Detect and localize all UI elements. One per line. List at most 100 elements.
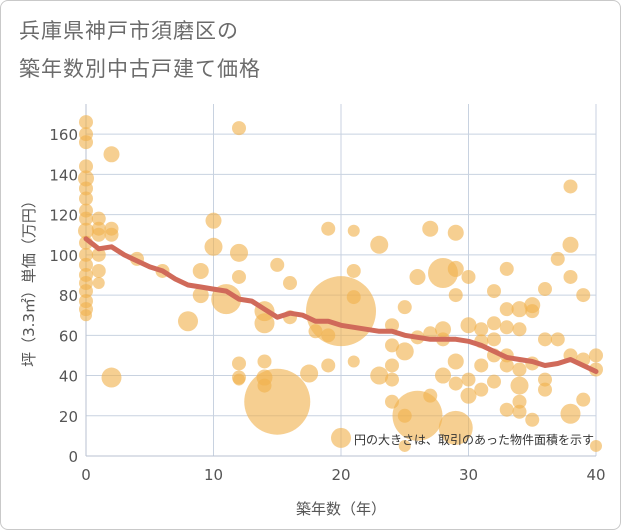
data-bubble <box>283 276 297 291</box>
data-bubble <box>562 236 579 253</box>
data-bubble <box>448 376 463 391</box>
data-bubble <box>589 348 603 363</box>
data-bubble <box>538 382 552 397</box>
data-bubble <box>538 372 552 387</box>
x-tick-label: 30 <box>459 466 478 484</box>
data-bubble <box>461 269 476 284</box>
data-bubble <box>409 268 426 285</box>
data-bubble <box>461 372 476 387</box>
y-tick-label: 20 <box>59 408 78 426</box>
data-bubble <box>385 372 399 387</box>
data-bubble <box>550 251 565 266</box>
data-bubble <box>499 402 514 417</box>
data-bubble <box>474 322 489 337</box>
data-bubble <box>331 427 351 448</box>
y-tick-label: 60 <box>59 327 78 345</box>
data-bubble <box>385 318 399 333</box>
data-bubble <box>91 263 106 278</box>
data-bubble <box>79 247 93 262</box>
data-bubble <box>550 332 565 347</box>
data-bubble <box>79 211 93 226</box>
y-tick-label: 80 <box>59 287 78 305</box>
data-bubble <box>254 313 275 334</box>
data-bubble <box>347 355 360 368</box>
data-bubble <box>370 235 389 254</box>
data-bubble <box>91 247 106 262</box>
size-note: 円の大きさは、取引のあった物件面積を示す <box>354 432 594 447</box>
data-bubble <box>447 353 464 370</box>
data-bubble <box>538 332 552 347</box>
data-bubble <box>460 317 477 334</box>
data-bubble <box>474 358 489 373</box>
data-bubble <box>346 290 361 305</box>
data-bubble <box>512 394 527 409</box>
data-bubble <box>230 243 248 262</box>
data-bubble <box>178 311 198 332</box>
x-tick-label: 20 <box>331 466 350 484</box>
y-tick-label: 120 <box>49 207 78 225</box>
data-bubble <box>300 364 319 383</box>
x-tick-label: 10 <box>204 466 223 484</box>
x-axis-title: 築年数（年） <box>296 500 386 518</box>
y-tick-label: 140 <box>49 166 78 184</box>
data-bubble <box>499 320 514 335</box>
data-bubble <box>487 316 501 331</box>
data-bubble <box>512 362 527 377</box>
data-bubble <box>398 439 411 452</box>
data-bubble <box>448 288 463 303</box>
data-bubble <box>438 410 473 445</box>
data-bubble <box>563 179 578 194</box>
data-bubble <box>447 260 464 277</box>
data-bubble <box>538 282 552 297</box>
data-bubble <box>257 354 272 369</box>
data-bubble <box>512 404 527 419</box>
data-bubble <box>79 257 93 272</box>
data-bubble <box>392 390 443 441</box>
data-bubble <box>321 221 336 236</box>
data-bubble <box>79 159 93 174</box>
data-bubble <box>447 224 464 241</box>
y-axis-title: 坪（3.3㎡）単価（万円） <box>20 193 38 367</box>
data-bubble <box>78 222 94 239</box>
data-bubble <box>346 263 361 278</box>
x-tick-label: 0 <box>81 466 91 484</box>
y-tick-label: 40 <box>59 368 78 386</box>
data-bubble <box>512 322 527 337</box>
data-bubble <box>385 358 399 373</box>
data-bubble <box>205 212 222 229</box>
data-bubble <box>79 135 93 150</box>
data-bubble <box>397 300 412 315</box>
data-bubble <box>192 262 209 279</box>
data-bubble <box>101 367 122 388</box>
data-bubble <box>511 301 528 318</box>
data-bubble <box>435 321 451 338</box>
data-bubble <box>91 227 106 242</box>
data-bubble <box>79 191 93 206</box>
data-bubble <box>233 373 245 386</box>
data-bubble <box>92 277 105 290</box>
data-bubble <box>270 257 285 272</box>
data-bubble <box>560 403 581 424</box>
data-bubble <box>487 374 501 389</box>
data-bubble <box>204 237 223 256</box>
data-bubble <box>370 366 389 385</box>
data-bubble <box>474 382 489 397</box>
data-bubble <box>321 358 336 373</box>
data-bubble <box>306 276 376 347</box>
data-bubble <box>435 367 451 384</box>
data-bubble <box>79 181 93 196</box>
chart-title-line-2: 築年数別中古戸建て価格 <box>19 57 261 81</box>
data-bubble <box>525 412 540 427</box>
data-bubble <box>192 287 209 304</box>
data-bubble <box>244 368 311 435</box>
data-bubble <box>510 376 529 395</box>
tick-labels: 0 20 40 60 80 100 120 140 160 0 10 20 30 40 <box>49 126 605 484</box>
data-bubble <box>91 211 106 226</box>
data-bubble <box>385 338 399 353</box>
chart-title-line-1: 兵庫県神戸市須磨区の <box>19 19 239 43</box>
data-bubble <box>232 269 246 284</box>
data-bubble <box>79 115 93 130</box>
data-bubble <box>576 288 591 303</box>
